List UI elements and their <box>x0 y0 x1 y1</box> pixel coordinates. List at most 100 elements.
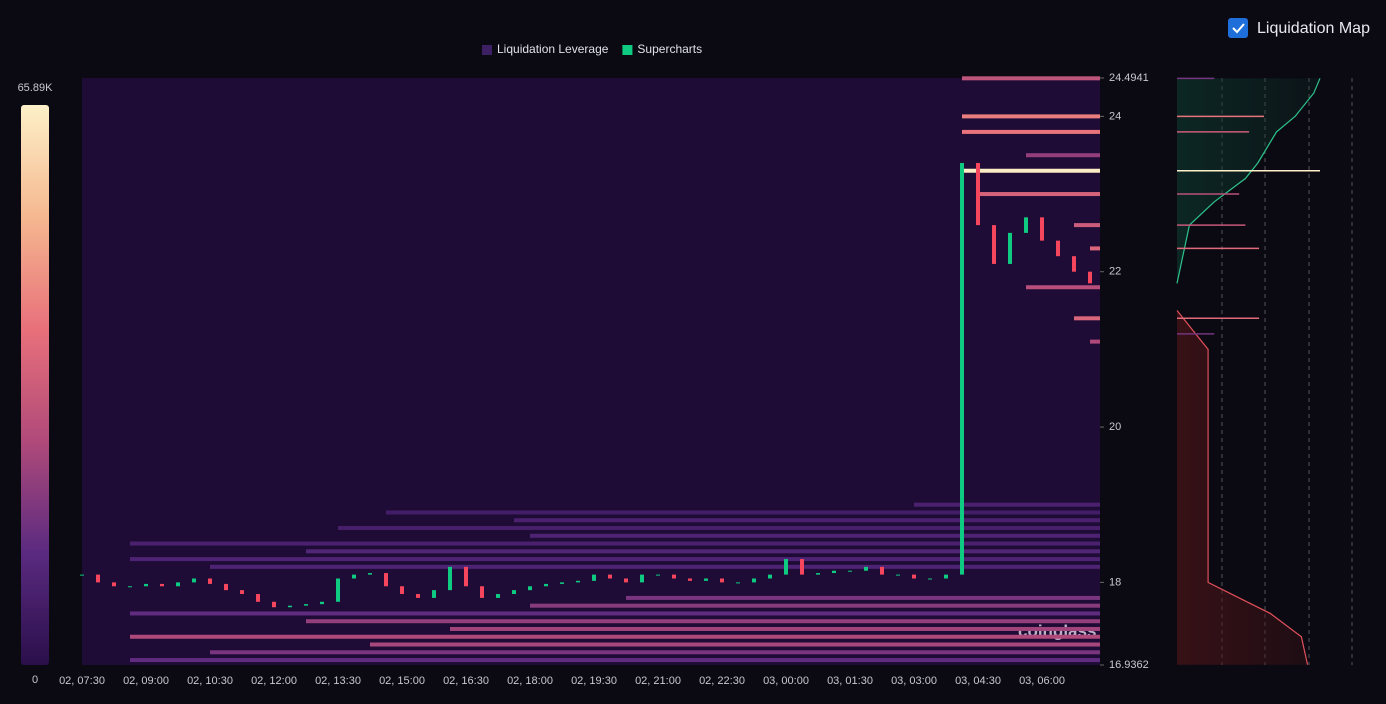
candle <box>496 594 500 598</box>
x-tick-label: 02, 13:30 <box>315 675 361 687</box>
short-cumulative-area <box>1177 78 1320 284</box>
x-tick-label: 03, 03:00 <box>891 675 937 687</box>
candle <box>448 566 452 591</box>
candle <box>784 559 788 575</box>
liquidation-band <box>370 642 1100 647</box>
checkbox[interactable] <box>1228 18 1248 38</box>
candle <box>1056 240 1060 257</box>
liquidation-band <box>962 129 1100 134</box>
candle <box>944 574 948 579</box>
candle <box>96 574 100 583</box>
liquidation-band <box>130 658 1100 663</box>
candle <box>256 594 260 602</box>
liquidation-band <box>1026 153 1100 158</box>
colorbar <box>21 105 49 665</box>
liquidation-band <box>210 650 1100 655</box>
candle <box>1024 217 1028 233</box>
candle <box>304 604 308 606</box>
candle <box>592 574 596 581</box>
liquidation-band <box>130 557 1100 562</box>
liquidation-band <box>962 168 1100 173</box>
candle <box>608 574 612 579</box>
x-tick-label: 02, 15:00 <box>379 675 425 687</box>
x-tick-label: 03, 06:00 <box>1019 675 1065 687</box>
candle <box>352 574 356 579</box>
candle <box>752 578 756 583</box>
liquidation-band <box>1090 339 1100 344</box>
candle <box>688 578 692 581</box>
candle <box>416 594 420 598</box>
candle <box>400 586 404 595</box>
long-cumulative-area <box>1177 310 1308 665</box>
liquidation-band <box>978 192 1100 197</box>
checkmark <box>1232 23 1245 34</box>
candle <box>240 590 244 595</box>
liquidation-band <box>914 502 1100 507</box>
candle <box>1088 271 1092 284</box>
liquidation-band <box>130 634 1100 639</box>
y-tick-label: 24 <box>1109 110 1121 122</box>
x-tick-label: 02, 19:30 <box>571 675 617 687</box>
candle <box>992 225 996 264</box>
candle <box>480 586 484 598</box>
candle <box>432 590 436 598</box>
legend-label: Liquidation Leverage <box>497 42 609 56</box>
liquidation-band <box>530 533 1100 538</box>
liquidation-band <box>450 626 1100 631</box>
candle <box>464 566 468 587</box>
candle <box>320 601 324 605</box>
candle <box>960 162 964 575</box>
candle <box>1008 232 1012 264</box>
candle <box>224 583 228 591</box>
x-tick-label: 02, 12:00 <box>251 675 297 687</box>
candle <box>288 605 292 608</box>
candle <box>704 578 708 581</box>
liquidation-band <box>514 518 1100 523</box>
long-cumulative <box>1176 310 1309 665</box>
liquidation-band <box>1074 223 1100 228</box>
y-tick-label: 22 <box>1109 266 1121 278</box>
liquidation-band <box>130 541 1100 546</box>
candle <box>640 574 644 583</box>
liquidation-band <box>210 564 1100 569</box>
x-tick-label: 03, 00:00 <box>763 675 809 687</box>
candle <box>928 578 932 580</box>
x-tick-label: 02, 22:30 <box>699 675 745 687</box>
candle <box>336 578 340 602</box>
candle <box>880 566 884 575</box>
x-tick-label: 03, 04:30 <box>955 675 1001 687</box>
candle <box>976 162 980 226</box>
candle <box>720 578 724 583</box>
liquidation-band <box>130 611 1100 616</box>
candle <box>1040 217 1044 241</box>
y-tick-label: 24.4941 <box>1109 72 1149 84</box>
x-tick-label: 02, 07:30 <box>59 675 105 687</box>
colorbar-min: 0 <box>32 674 38 686</box>
y-tick-label: 20 <box>1109 421 1121 433</box>
x-tick-label: 02, 21:00 <box>635 675 681 687</box>
legend-swatch <box>622 45 633 55</box>
liquidation-band <box>962 76 1100 81</box>
x-tick-label: 02, 09:00 <box>123 675 169 687</box>
candle <box>848 570 852 572</box>
y-tick-label: 16.9362 <box>1109 659 1149 671</box>
candle <box>384 573 388 587</box>
candle <box>1072 256 1076 272</box>
toggle-label[interactable]: Liquidation Map <box>1257 20 1370 37</box>
candle <box>544 583 548 587</box>
candle <box>80 574 84 576</box>
candle <box>528 586 532 591</box>
x-tick-label: 03, 01:30 <box>827 675 873 687</box>
liquidation-band <box>338 526 1100 531</box>
liquidation-band <box>306 619 1100 624</box>
liquidation-band <box>1090 246 1100 251</box>
candle <box>800 559 804 575</box>
candle <box>864 566 868 571</box>
liquidation-band <box>530 603 1100 608</box>
liquidation-band <box>626 595 1100 600</box>
candle <box>112 582 116 587</box>
x-tick-label: 02, 18:00 <box>507 675 553 687</box>
y-tick-label: 18 <box>1109 576 1121 588</box>
candle <box>272 601 276 608</box>
candle <box>144 583 148 587</box>
